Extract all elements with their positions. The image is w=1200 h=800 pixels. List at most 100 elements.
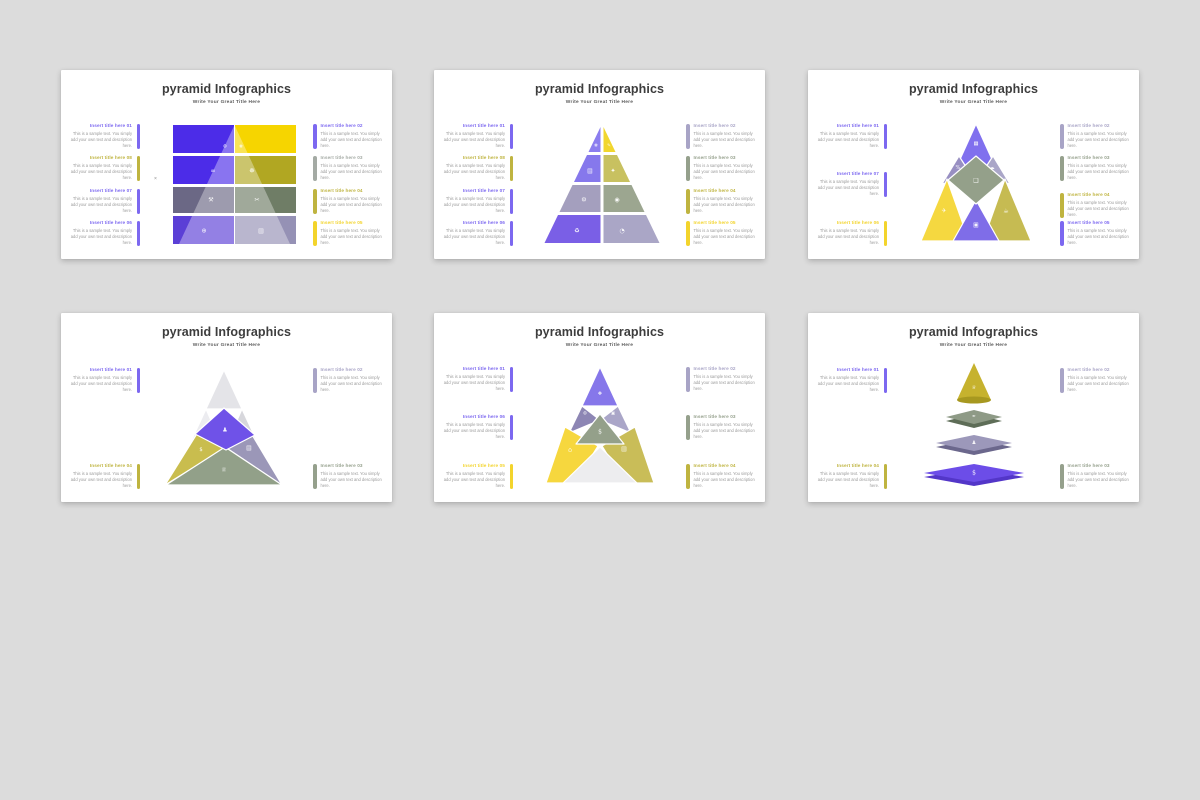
item-title: Insert title here 04 (836, 463, 879, 468)
item-body: This is a sample text. You simply add yo… (443, 163, 505, 181)
slide-heading: pyramid Infographics (908, 82, 1039, 96)
item-title: Insert title here 06 (89, 220, 132, 225)
list-item: Insert title here 08 This is a sample tex… (66, 155, 140, 182)
item-title: Insert title here 06 (836, 220, 879, 225)
item-title: Insert title here 04 (89, 463, 132, 468)
color-bar (883, 124, 887, 149)
flower-icon: ❀ (239, 144, 243, 150)
slide-heading: pyramid Infographics (534, 82, 665, 96)
gear-icon: ⚙ (223, 145, 227, 150)
slide-thumbnail-3[interactable]: pyramid Infographics Write Your Great Ti… (808, 70, 1139, 259)
item-title: Insert title here 02 (320, 123, 363, 128)
list-item: Insert title here 04 This is a sample tex… (1060, 192, 1134, 219)
pie-chart-icon: ◔ (619, 228, 624, 235)
color-bar (509, 464, 513, 489)
color-bar (509, 124, 513, 149)
item-body: This is a sample text. You simply add yo… (1067, 471, 1129, 489)
item-body: This is a sample text. You simply add yo… (70, 228, 132, 246)
pencil-icon: ✎ (607, 143, 611, 149)
color-bar (883, 172, 887, 197)
stray-cross-mark: × (154, 176, 157, 182)
item-title: Insert title here 03 (693, 414, 736, 419)
list-item: Insert title here 03 This is a sample tex… (313, 463, 387, 490)
item-body: This is a sample text. You simply add yo… (443, 374, 505, 392)
slide-heading: pyramid Infographics (161, 325, 292, 339)
list-item: Insert title here 06 This is a sample tex… (813, 220, 887, 247)
list-item: Insert title here 06 This is a sample tex… (66, 220, 140, 247)
pyramid-rectangles-graphic: ⚙ ❀ ∞ ☸ ⚒ ✂ ⊕ ▥ (173, 125, 296, 244)
color-bar (509, 189, 513, 214)
slide-subtitle: Write Your Great Title Here (192, 343, 261, 348)
handshake-icon: ⚒ (208, 197, 214, 204)
item-body: This is a sample text. You simply add yo… (1067, 228, 1129, 246)
list-item: Insert title here 04 This is a sample tex… (813, 463, 887, 490)
item-title: Insert title here 03 (693, 155, 736, 160)
item-body: This is a sample text. You simply add yo… (320, 163, 382, 181)
trophy-icon: ♕ (972, 385, 977, 391)
dollar-icon: $ (972, 470, 976, 477)
color-bar (509, 221, 513, 246)
chart-icon: ▥ (258, 228, 264, 235)
item-title: Insert title here 01 (89, 123, 132, 128)
item-title: Insert title here 04 (693, 463, 736, 468)
item-title: Insert title here 01 (462, 366, 505, 371)
item-body: This is a sample text. You simply add yo… (320, 131, 382, 149)
color-bar (136, 156, 140, 181)
item-title: Insert title here 02 (1067, 367, 1110, 372)
list-item: Insert title here 03 This is a sample tex… (686, 155, 760, 182)
list-item: Insert title here 02 This is a sample tex… (313, 367, 387, 394)
list-item: Insert title here 08 This is a sample tex… (439, 155, 513, 182)
scissors-icon: ✂ (254, 197, 259, 204)
color-bar (883, 464, 887, 489)
item-body: This is a sample text. You simply add yo… (443, 196, 505, 214)
segmented-pyramid-graphic: ▦ % ☁ ❏ ✈ ☕ ▣ (920, 123, 1032, 242)
item-title: Insert title here 03 (320, 463, 363, 468)
list-item: Insert title here 02 This is a sample tex… (686, 366, 760, 393)
slide-thumbnail-6[interactable]: pyramid Infographics Write Your Great Ti… (808, 313, 1139, 502)
item-title: Insert title here 03 (320, 155, 363, 160)
item-title: Insert title here 01 (836, 123, 879, 128)
item-body: This is a sample text. You simply add yo… (320, 375, 382, 393)
color-bar (136, 189, 140, 214)
item-body: This is a sample text. You simply add yo… (70, 131, 132, 149)
list-item: Insert title here 04 This is a sample tex… (313, 188, 387, 215)
color-bar (686, 124, 690, 149)
slide-thumbnail-1[interactable]: pyramid Infographics Write Your Great Ti… (61, 70, 392, 259)
list-item: Insert title here 06 This is a sample tex… (439, 220, 513, 247)
item-title: Insert title here 07 (89, 188, 132, 193)
item-body: This is a sample text. You simply add yo… (320, 228, 382, 246)
color-bar (313, 124, 317, 149)
item-title: Insert title here 07 (462, 188, 505, 193)
list-item: Insert title here 07 This is a sample tex… (439, 188, 513, 215)
item-body: This is a sample text. You simply add yo… (817, 375, 879, 393)
item-body: This is a sample text. You simply add yo… (817, 228, 879, 246)
link-icon: ∞ (211, 168, 216, 175)
color-bar (313, 156, 317, 181)
color-bar (686, 415, 690, 440)
color-bar (1060, 464, 1064, 489)
item-title: Insert title here 01 (462, 123, 505, 128)
item-body: This is a sample text. You simply add yo… (443, 131, 505, 149)
slide-thumbnail-5[interactable]: pyramid Infographics Write Your Great Ti… (434, 313, 765, 502)
slide-thumbnail-2[interactable]: pyramid Infographics Write Your Great Ti… (434, 70, 765, 259)
color-bar (1060, 124, 1064, 149)
magnifier-icon: ◉ (614, 197, 619, 204)
list-item: Insert title here 05 This is a sample tex… (1060, 220, 1134, 247)
percent-icon: % (956, 165, 961, 171)
item-body: This is a sample text. You simply add yo… (817, 471, 879, 489)
item-title: Insert title here 05 (693, 220, 736, 225)
item-title: Insert title here 04 (1067, 192, 1110, 197)
list-item: Insert title here 06 This is a sample tex… (439, 414, 513, 441)
exploded-pyramid-graphic: ♕ ✒ ♟ $ (924, 363, 1024, 486)
list-item: Insert title here 01 This is a sample tex… (813, 367, 887, 394)
shield-icon: ❖ (598, 391, 603, 397)
list-item: Insert title here 07 This is a sample tex… (813, 171, 887, 198)
item-body: This is a sample text. You simply add yo… (1067, 375, 1129, 393)
rocket-icon: ✈ (941, 208, 946, 215)
list-item: Insert title here 04 This is a sample tex… (686, 188, 760, 215)
color-bar (686, 367, 690, 392)
color-bar (686, 464, 690, 489)
slide-thumbnail-4[interactable]: pyramid Infographics Write Your Great Ti… (61, 313, 392, 502)
list-item: Insert title here 05 This is a sample tex… (313, 220, 387, 247)
